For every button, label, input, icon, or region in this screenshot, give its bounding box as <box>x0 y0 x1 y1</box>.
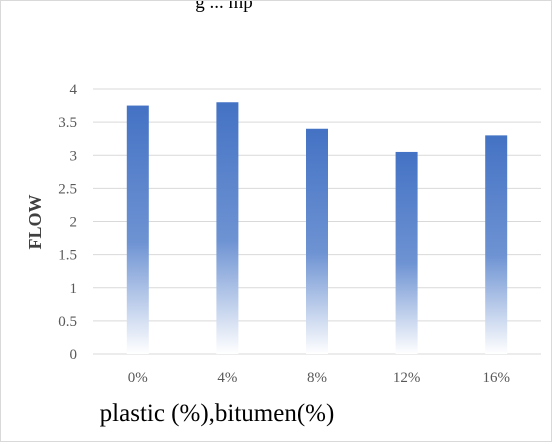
y-tick-label: 0 <box>70 347 78 363</box>
x-tick-label: 4% <box>217 370 237 386</box>
bar-12pct <box>395 151 418 354</box>
bar-8pct <box>306 128 328 354</box>
x-tick-label: 8% <box>307 370 327 386</box>
y-tick-label: 3.5 <box>58 115 77 131</box>
x-axis-label: plastic (%),bitumen(%) <box>100 400 335 427</box>
x-axis-ticks: 0% 4% 8% 12% 16% <box>128 370 510 386</box>
y-tick-label: 2.5 <box>58 181 77 197</box>
chart-title: g ... mp <box>195 1 253 13</box>
y-tick-label: 1.5 <box>58 248 77 264</box>
x-tick-label: 12% <box>393 370 421 386</box>
y-tick-label: 4 <box>70 82 78 98</box>
y-tick-label: 3 <box>70 148 78 164</box>
y-axis-label: FLOW <box>25 194 45 249</box>
bar-4pct <box>216 102 239 354</box>
x-tick-label: 0% <box>128 370 148 386</box>
bar-0pct <box>126 105 149 354</box>
y-tick-label: 2 <box>70 215 78 231</box>
bars <box>126 102 508 354</box>
y-tick-label: 0.5 <box>58 314 77 330</box>
y-tick-label: 1 <box>70 281 78 297</box>
bar-16pct <box>485 135 508 354</box>
x-tick-label: 16% <box>482 370 510 386</box>
y-axis-ticks: 0 0.5 1 1.5 2 2.5 3 3.5 4 <box>58 82 77 363</box>
